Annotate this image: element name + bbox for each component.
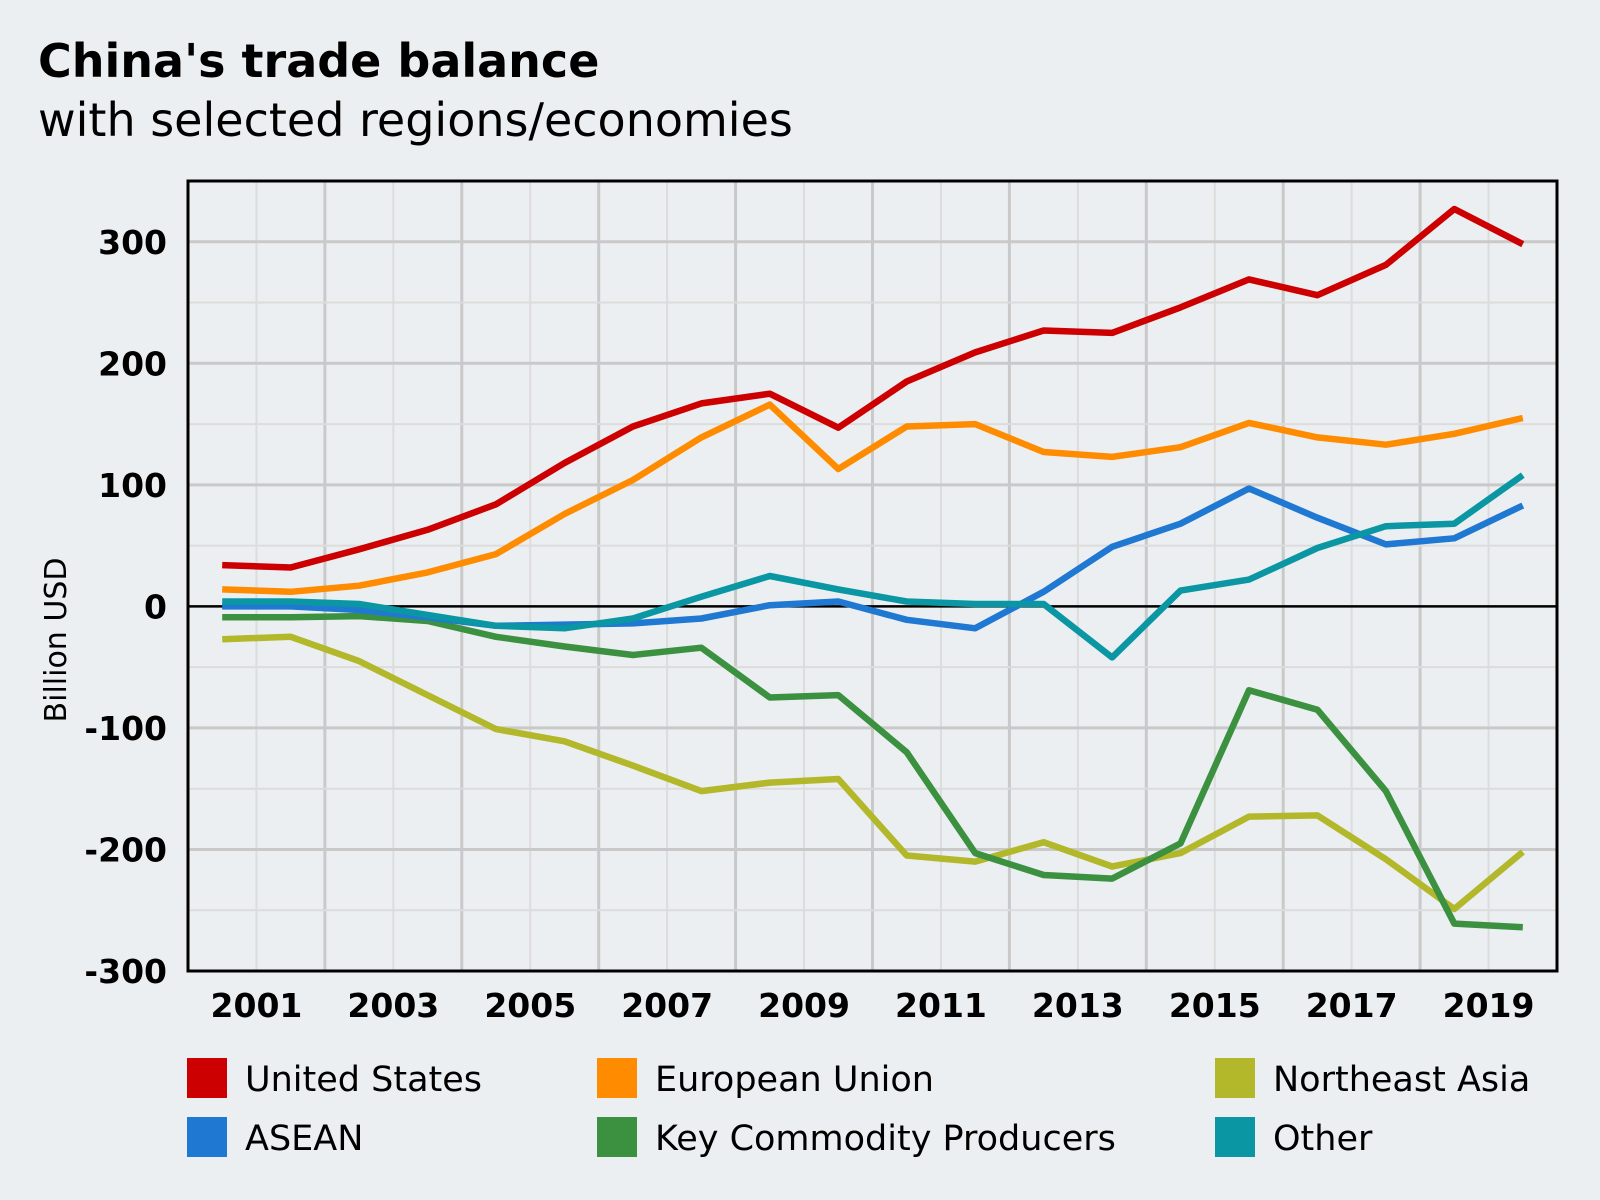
y-axis: -300 -200 -100 0 100 200 300 <box>84 223 167 991</box>
x-tick-label: 2011 <box>895 986 987 1025</box>
x-tick-label: 2009 <box>758 986 850 1025</box>
x-tick-label: 2017 <box>1306 986 1398 1025</box>
legend-swatch-northeast-asia <box>1215 1058 1255 1098</box>
legend-swatch-asean <box>187 1117 227 1157</box>
series-line-key-commodity-producers <box>222 612 1523 931</box>
x-tick-label: 2003 <box>347 986 439 1025</box>
y-tick-label: 100 <box>98 466 167 505</box>
legend-swatch-key-commodity-producers <box>597 1117 637 1157</box>
series-line-other <box>222 472 1525 661</box>
series-layer <box>222 205 1525 931</box>
y-tick-label: -100 <box>84 709 167 748</box>
legend-swatch-other <box>1215 1117 1255 1157</box>
chart-subtitle: with selected regions/economies <box>38 93 793 147</box>
legend-label-european-union: European Union <box>655 1060 934 1100</box>
x-tick-label: 2019 <box>1443 986 1535 1025</box>
x-tick-label: 2005 <box>484 986 576 1025</box>
legend-swatch-united-states <box>187 1058 227 1098</box>
legend-label-asean: ASEAN <box>245 1119 363 1159</box>
x-tick-label: 2001 <box>211 986 303 1025</box>
legend-label-northeast-asia: Northeast Asia <box>1273 1060 1530 1100</box>
plot-frame <box>186 179 1559 973</box>
y-tick-label: -200 <box>84 830 167 869</box>
x-axis: 2001 2003 2005 2007 2009 2011 2013 2015 2017 2019 <box>211 986 1535 1025</box>
y-tick-label: 0 <box>144 587 167 626</box>
x-tick-label: 2013 <box>1032 986 1124 1025</box>
x-tick-label: 2015 <box>1169 986 1261 1025</box>
legend-label-united-states: United States <box>245 1060 482 1100</box>
series-line-northeast-asia <box>222 633 1525 913</box>
y-tick-label: 200 <box>98 344 167 383</box>
y-tick-label: 300 <box>98 223 167 262</box>
y-axis-label: Billion USD <box>39 558 74 723</box>
y-tick-label: -300 <box>84 952 167 991</box>
chart-title: China's trade balance <box>38 34 599 88</box>
series-line-european-union <box>222 401 1524 596</box>
legend-label-other: Other <box>1273 1119 1373 1159</box>
legend-label-key-commodity-producers: Key Commodity Producers <box>655 1119 1116 1159</box>
x-tick-label: 2007 <box>621 986 713 1025</box>
legend: United States European Union Northeast Asi… <box>187 1058 1530 1159</box>
series-line-united-states <box>222 205 1525 571</box>
legend-swatch-european-union <box>597 1058 637 1098</box>
